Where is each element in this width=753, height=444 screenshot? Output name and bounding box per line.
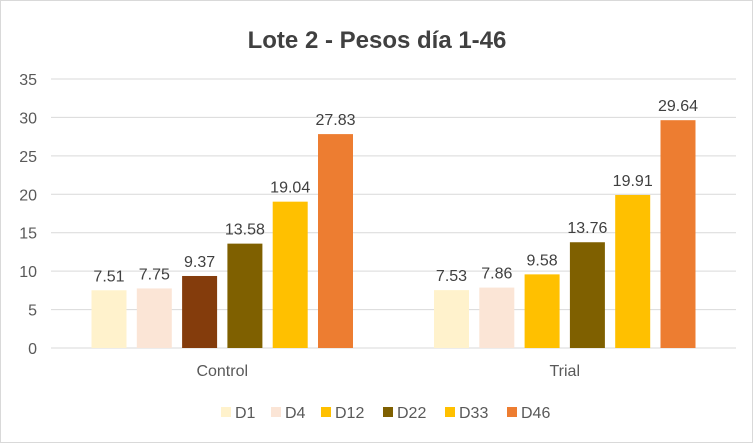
legend-swatch-d1 [221, 407, 231, 417]
data-label: 9.58 [527, 252, 558, 269]
data-label: 27.83 [315, 112, 355, 129]
bar-d33-control [272, 201, 308, 348]
data-label: 7.75 [139, 266, 170, 283]
legend-label: D1 [235, 405, 256, 422]
bar-d46-control [318, 134, 353, 348]
data-label: 19.04 [270, 180, 310, 197]
data-label: 13.58 [225, 222, 265, 239]
data-label: 7.51 [93, 268, 124, 285]
legend-swatch-d4 [271, 407, 281, 417]
bar-d22-control [227, 243, 263, 348]
legend-label: D46 [521, 405, 550, 422]
bar-d1-trial [434, 290, 469, 348]
bar-d1-control [91, 290, 127, 348]
bar-d4-trial [479, 287, 515, 348]
legend-label: D12 [335, 405, 364, 422]
y-tick-label: 15 [19, 226, 37, 243]
y-tick-label: 25 [19, 149, 37, 166]
data-label: 19.91 [613, 173, 653, 190]
data-label: 13.76 [567, 220, 607, 237]
y-tick-label: 0 [28, 341, 37, 358]
y-tick-label: 10 [19, 264, 37, 281]
legend-label: D33 [459, 405, 488, 422]
bar-d33-trial [615, 194, 651, 348]
legend-label: D4 [285, 405, 306, 422]
legend-swatch-d33 [445, 407, 455, 417]
bar-d12-trial [524, 274, 560, 348]
data-label: 7.53 [436, 268, 467, 285]
chart-title: Lote 2 - Pesos día 1-46 [248, 27, 507, 54]
legend-swatch-d22 [383, 407, 393, 417]
data-label: 9.37 [184, 254, 215, 271]
y-tick-label: 30 [19, 110, 37, 127]
legend-swatch-d12 [321, 407, 331, 417]
y-tick-label: 5 [28, 303, 37, 320]
bar-d12-control [182, 275, 218, 348]
legend-swatch-d46 [507, 407, 517, 417]
y-tick-label: 20 [19, 187, 37, 204]
legend-label: D22 [397, 405, 426, 422]
bar-d46-trial [660, 120, 696, 348]
bar-d22-trial [569, 242, 605, 348]
data-label: 29.64 [658, 98, 698, 115]
x-tick-label: Control [196, 363, 248, 380]
y-tick-label: 35 [19, 72, 37, 89]
bar-d4-control [136, 288, 172, 348]
x-tick-label: Trial [549, 363, 580, 380]
data-label: 7.86 [481, 266, 512, 283]
